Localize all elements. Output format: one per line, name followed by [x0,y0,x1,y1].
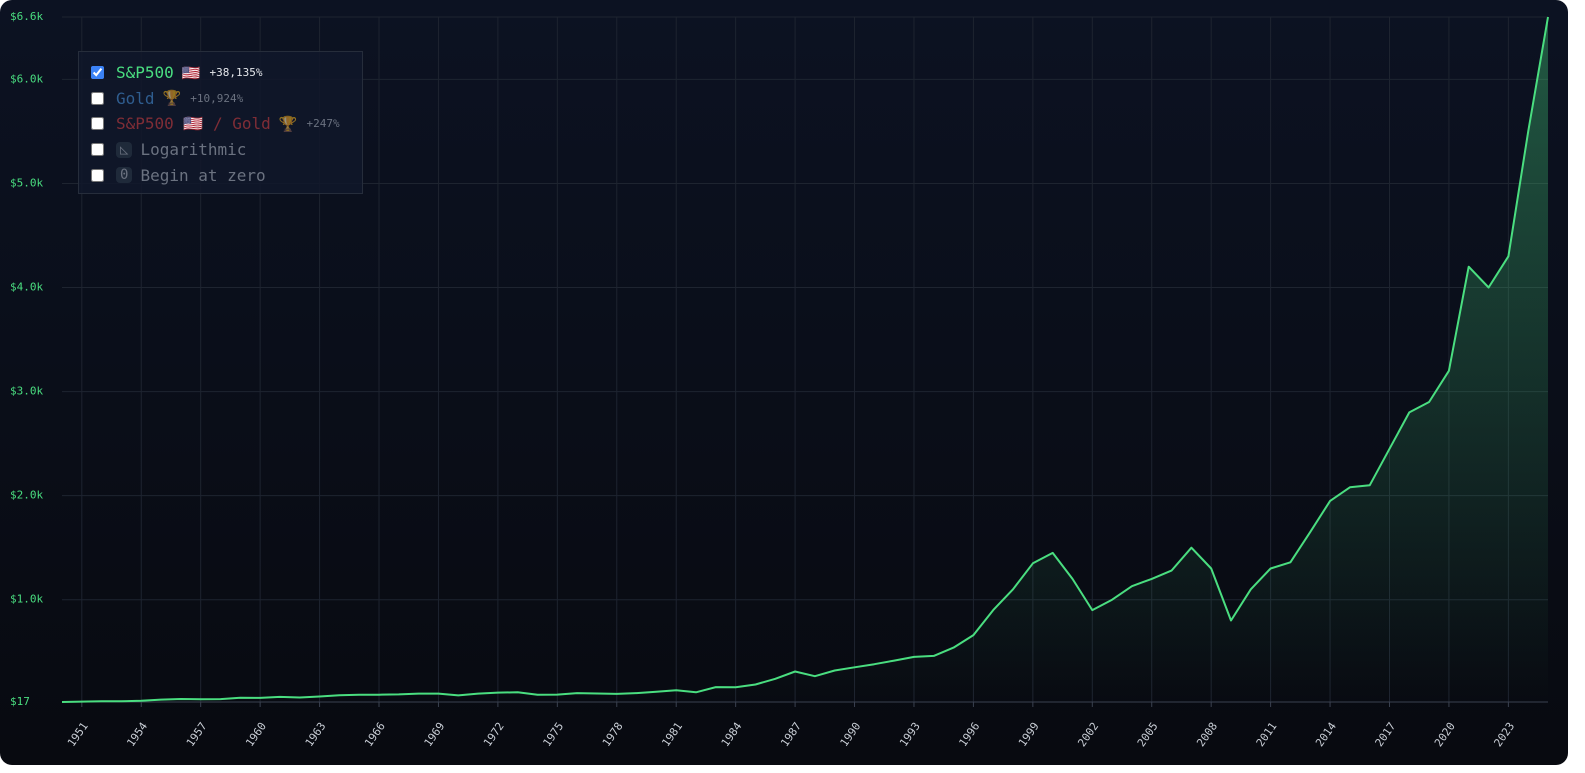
legend-icon: 🏆 [162,89,182,108]
y-tick-label: $6.0k [10,72,43,85]
chart: $17 $1.0k $2.0k $3.0k $4.0k $5.0k $6.0k $6.6k 19… [10,10,1549,749]
legend-label: S&P500 🇺🇸 / Gold [116,114,271,134]
x-tick-label: 1987 [778,720,804,749]
legend-icon: 🏆 [278,114,298,133]
x-tick-label: 1990 [838,720,864,749]
series-toggle[interactable] [91,117,104,131]
option-label: Logarithmic [140,140,247,160]
x-tick-label: 2005 [1135,720,1161,749]
option-toggle[interactable] [91,143,104,157]
x-tick-label: 1966 [362,720,388,749]
x-tick-label: 1996 [956,720,982,749]
x-tick-label: 2011 [1254,720,1280,749]
option-item: 0 Begin at zero [91,162,362,188]
x-tick-label: 1981 [659,720,685,749]
y-tick-label: $6.6k [10,10,43,23]
x-tick-label: 1963 [303,720,329,749]
legend-label: S&P500 [116,63,174,83]
legend-item: Gold 🏆 +10,924% [91,86,362,112]
x-tick-label: 1984 [719,720,745,749]
area-fill [62,17,1548,702]
y-tick-label: $2.0k [10,489,43,502]
x-tick-label: 1999 [1016,720,1042,749]
legend-change: +10,924% [190,91,244,105]
x-tick-label: 1975 [540,720,566,749]
legend-item: S&P500 🇺🇸 / Gold 🏆 +247% [91,111,362,137]
legend-change: +38,135% [209,66,263,80]
option-toggle[interactable] [91,168,104,182]
legend-icon: 🇺🇸 [181,63,201,82]
x-tick-label: 2002 [1075,720,1101,749]
y-tick-label: $4.0k [10,281,43,294]
y-tick-label: $1.0k [10,593,43,606]
legend-item: S&P500 🇺🇸 +38,135% [91,60,362,86]
x-tick-label: 1969 [422,720,448,749]
x-tick-label: 1972 [481,720,507,749]
y-tick-label: $5.0k [10,176,43,189]
legend-change: +247% [306,117,340,131]
option-icon: ◺ [116,141,133,158]
option-label: Begin at zero [140,165,266,185]
x-tick-label: 1957 [184,720,210,749]
legend: S&P500 🇺🇸 +38,135% Gold 🏆 +10,924% S&P500 🇺🇸 /… [78,51,363,194]
line [61,16,1549,703]
x-tick-label: 1954 [124,720,150,749]
y-tick-label: $3.0k [10,385,43,398]
x-tick-label: 1951 [65,720,91,749]
chart-panel: $17 $1.0k $2.0k $3.0k $4.0k $5.0k $6.0k $6.6k 19… [0,0,1568,765]
x-tick-label: 2017 [1373,720,1399,749]
x-tick-label: 2020 [1432,720,1458,749]
option-item: ◺ Logarithmic [91,137,362,163]
series-toggle[interactable] [91,91,104,105]
legend-label: Gold [116,88,155,108]
x-tick-label: 2014 [1313,720,1339,749]
x-tick-label: 2008 [1194,720,1220,749]
x-tick-label: 2023 [1491,720,1517,749]
x-tick-label: 1993 [897,720,923,749]
option-icon: 0 [116,167,133,184]
y-tick-label: $17 [10,695,30,708]
x-tick-label: 1978 [600,720,626,749]
x-tick-label: 1960 [243,720,269,749]
series-toggle[interactable] [91,66,104,80]
